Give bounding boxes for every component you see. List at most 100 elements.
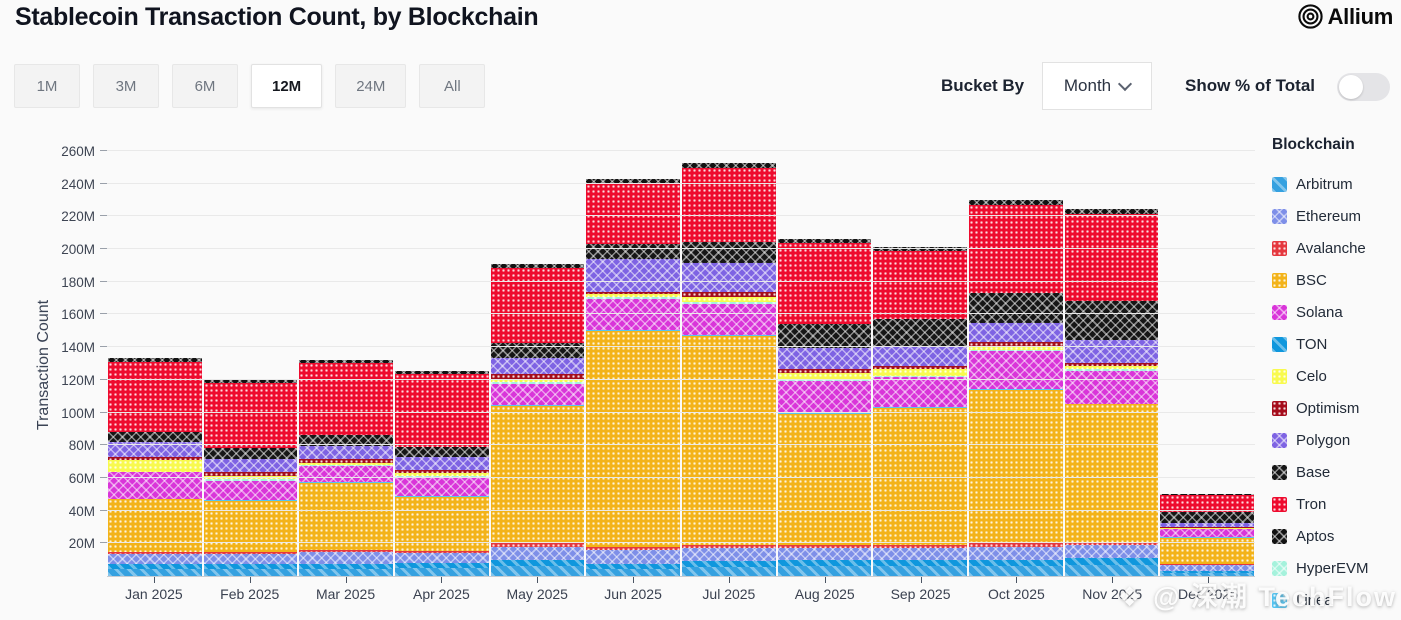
segment-arbitrum[interactable]	[490, 566, 585, 576]
segment-linea[interactable]	[873, 406, 968, 408]
segment-base[interactable]	[299, 434, 394, 447]
segment-solana[interactable]	[395, 476, 489, 497]
segment-solana[interactable]	[299, 465, 394, 483]
segment-hyperevm[interactable]	[395, 475, 489, 477]
segment-bsc[interactable]	[777, 414, 872, 545]
segment-avalanche[interactable]	[108, 551, 202, 554]
segment-solana[interactable]	[490, 383, 585, 406]
legend-item-tron[interactable]: Tron	[1272, 488, 1400, 520]
segment-avalanche[interactable]	[395, 550, 489, 554]
segment-optimism[interactable]	[108, 456, 202, 461]
segment-aptos[interactable]	[108, 358, 202, 363]
segment-polygon[interactable]	[777, 348, 872, 370]
segment-avalanche[interactable]	[777, 544, 872, 549]
bar-dec-2025[interactable]	[1160, 493, 1255, 576]
segment-aptos[interactable]	[395, 371, 489, 374]
segment-polygon[interactable]	[1160, 522, 1255, 528]
range-button-1m[interactable]: 1M	[14, 64, 80, 108]
segment-hyperevm[interactable]	[682, 302, 776, 304]
segment-avalanche[interactable]	[873, 544, 968, 549]
segment-optimism[interactable]	[873, 366, 968, 370]
segment-solana[interactable]	[873, 377, 968, 407]
segment-arbitrum[interactable]	[1064, 564, 1159, 576]
segment-tron[interactable]	[395, 373, 489, 448]
segment-ethereum[interactable]	[395, 553, 489, 563]
segment-ton[interactable]	[1160, 571, 1255, 573]
segment-optimism[interactable]	[777, 369, 872, 373]
segment-base[interactable]	[586, 244, 681, 259]
segment-ton[interactable]	[108, 563, 202, 569]
segment-polygon[interactable]	[1064, 339, 1159, 363]
segment-base[interactable]	[777, 323, 872, 349]
segment-optimism[interactable]	[203, 472, 298, 476]
segment-celo[interactable]	[586, 294, 681, 298]
segment-linea[interactable]	[203, 500, 298, 501]
segment-polygon[interactable]	[873, 346, 968, 367]
bar-oct-2025[interactable]	[969, 200, 1063, 576]
segment-base[interactable]	[1064, 300, 1159, 340]
segment-linea[interactable]	[395, 496, 489, 497]
segment-base[interactable]	[873, 319, 968, 347]
segment-base[interactable]	[203, 447, 298, 460]
segment-aptos[interactable]	[586, 178, 681, 184]
segment-aptos[interactable]	[1064, 209, 1159, 215]
segment-ton[interactable]	[777, 559, 872, 567]
segment-avalanche[interactable]	[490, 543, 585, 547]
segment-optimism[interactable]	[682, 292, 776, 297]
segment-arbitrum[interactable]	[873, 566, 968, 576]
bar-jun-2025[interactable]	[586, 178, 681, 576]
legend-item-avalanche[interactable]: Avalanche	[1272, 232, 1400, 264]
segment-celo[interactable]	[1064, 366, 1159, 370]
segment-hyperevm[interactable]	[777, 379, 872, 381]
segment-ethereum[interactable]	[299, 552, 394, 564]
segment-tron[interactable]	[969, 205, 1063, 294]
segment-solana[interactable]	[203, 480, 298, 501]
segment-aptos[interactable]	[1160, 493, 1255, 496]
legend-item-ethereum[interactable]: Ethereum	[1272, 200, 1400, 232]
segment-optimism[interactable]	[1160, 527, 1255, 528]
segment-tron[interactable]	[777, 243, 872, 324]
bar-may-2025[interactable]	[490, 263, 585, 576]
segment-aptos[interactable]	[203, 379, 298, 383]
segment-celo[interactable]	[969, 346, 1063, 350]
segment-ethereum[interactable]	[1160, 564, 1255, 572]
segment-hyperevm[interactable]	[203, 478, 298, 481]
segment-ton[interactable]	[969, 559, 1063, 567]
segment-hyperevm[interactable]	[873, 375, 968, 378]
segment-hyperevm[interactable]	[490, 382, 585, 384]
bar-mar-2025[interactable]	[299, 359, 394, 576]
segment-polygon[interactable]	[490, 357, 585, 375]
segment-polygon[interactable]	[682, 263, 776, 293]
segment-bsc[interactable]	[203, 500, 298, 552]
segment-avalanche[interactable]	[299, 549, 394, 553]
segment-tron[interactable]	[1160, 495, 1255, 513]
segment-optimism[interactable]	[299, 459, 394, 463]
segment-solana[interactable]	[777, 380, 872, 414]
segment-optimism[interactable]	[395, 470, 489, 474]
segment-arbitrum[interactable]	[969, 566, 1063, 576]
segment-bsc[interactable]	[1064, 404, 1159, 542]
bar-apr-2025[interactable]	[395, 371, 489, 576]
bar-nov-2025[interactable]	[1064, 209, 1159, 576]
segment-polygon[interactable]	[108, 442, 202, 457]
segment-ethereum[interactable]	[108, 553, 202, 564]
legend-item-linea[interactable]: Linea	[1272, 584, 1400, 616]
segment-solana[interactable]	[1064, 370, 1159, 404]
bar-sep-2025[interactable]	[873, 246, 968, 576]
range-button-3m[interactable]: 3M	[93, 64, 159, 108]
segment-celo[interactable]	[873, 369, 968, 376]
show-pct-toggle[interactable]	[1337, 73, 1390, 101]
segment-celo[interactable]	[108, 460, 202, 472]
legend-item-ton[interactable]: TON	[1272, 328, 1400, 360]
segment-aptos[interactable]	[777, 238, 872, 244]
segment-ton[interactable]	[395, 562, 489, 568]
segment-bsc[interactable]	[490, 406, 585, 544]
bar-jan-2025[interactable]	[108, 358, 202, 576]
segment-aptos[interactable]	[969, 200, 1063, 206]
segment-tron[interactable]	[586, 183, 681, 245]
segment-bsc[interactable]	[873, 407, 968, 545]
segment-ethereum[interactable]	[873, 548, 968, 560]
segment-arbitrum[interactable]	[108, 568, 202, 576]
segment-bsc[interactable]	[108, 499, 202, 552]
segment-ethereum[interactable]	[969, 546, 1063, 560]
